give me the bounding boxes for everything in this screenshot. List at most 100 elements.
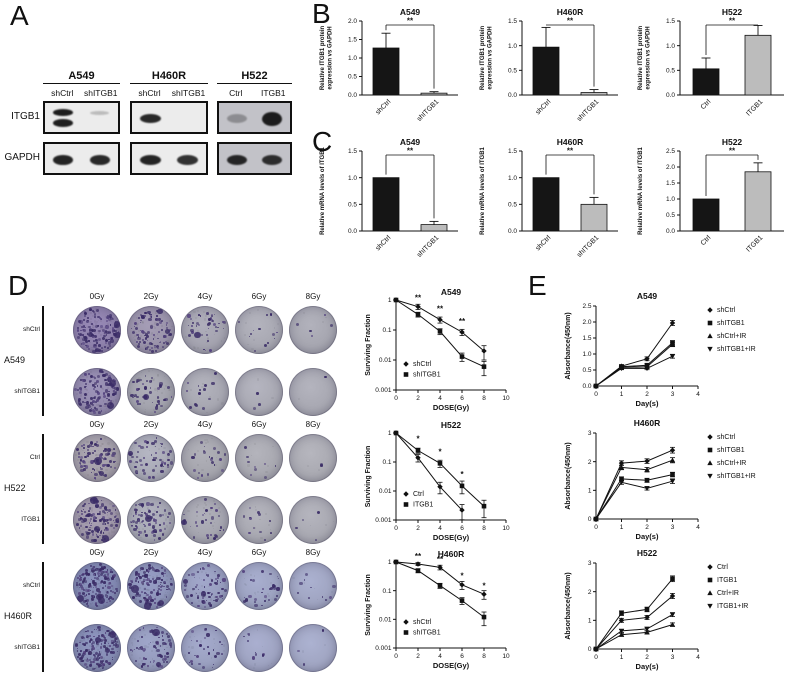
colony-dot — [213, 334, 215, 336]
colony-dot — [94, 566, 98, 569]
colony-dot — [77, 514, 80, 518]
colony-dot — [135, 577, 138, 580]
colony-dot — [147, 643, 150, 645]
colony-dot — [163, 334, 167, 339]
colony-dot — [267, 664, 269, 667]
colony-dot — [166, 515, 169, 518]
colony-dot — [135, 521, 139, 525]
colony-dot — [190, 601, 194, 605]
colony-dot — [144, 348, 146, 350]
colony-dot — [96, 380, 100, 383]
colony-dot — [93, 538, 97, 542]
x-tick-label: 4 — [438, 653, 442, 660]
colony-dot — [90, 594, 94, 597]
colony-dot — [104, 656, 106, 658]
colony-dot — [264, 512, 267, 515]
chart-title: A549 — [400, 7, 421, 17]
colony-dot — [89, 658, 92, 661]
colony-dot — [110, 579, 112, 581]
colony-dot — [139, 522, 142, 525]
colony-dot — [95, 657, 99, 661]
colony-dot — [100, 467, 103, 470]
colony-dot — [94, 343, 97, 347]
colony-dot — [165, 525, 168, 528]
colony-dot — [106, 387, 109, 390]
y-tick-label: 3 — [588, 560, 592, 567]
y-tick-label: 0.001 — [375, 645, 392, 652]
colony-dot — [87, 391, 89, 393]
colony-dot — [92, 516, 97, 520]
colony-dot — [100, 572, 103, 574]
colony-dot — [106, 464, 109, 467]
colony-dish — [289, 434, 337, 482]
colony-dot — [95, 529, 97, 532]
colony-dot — [324, 375, 327, 379]
colony-dot — [142, 574, 145, 576]
colony-dot — [159, 645, 162, 647]
colony-dot — [102, 328, 106, 332]
colony-dot — [165, 632, 169, 636]
series-line — [595, 624, 673, 650]
colony-dot — [189, 660, 193, 664]
colony-dot — [100, 411, 103, 413]
colony-dot — [110, 521, 113, 523]
colony-dot — [154, 650, 157, 653]
x-tick-label: 4 — [438, 395, 442, 402]
colony-dot — [106, 407, 108, 409]
colony-dot — [188, 405, 192, 409]
colony-dot — [164, 599, 166, 602]
colony-dot — [112, 399, 114, 402]
colony-dot — [78, 400, 80, 403]
colony-dot — [165, 330, 169, 333]
colony-dot — [127, 450, 133, 456]
colony-dot — [97, 536, 99, 538]
colony-dot — [78, 457, 81, 460]
colony-dot — [200, 440, 204, 444]
dose-label: 0Gy — [89, 292, 105, 301]
blot-box — [43, 101, 120, 134]
colony-dot — [161, 579, 163, 581]
colony-dot — [107, 645, 110, 648]
colony-dot — [310, 586, 313, 589]
colony-dot — [103, 666, 107, 669]
colony-dot — [150, 596, 153, 600]
colony-dot — [170, 583, 173, 586]
colony-dot — [210, 534, 213, 537]
colony-dot — [246, 639, 250, 643]
colony-dot — [85, 339, 89, 343]
y-tick-label: 0.0 — [666, 228, 675, 235]
colony-dot — [165, 341, 168, 344]
colony-dot — [138, 635, 141, 638]
colony-dot — [152, 333, 155, 336]
colony-dot — [82, 596, 86, 599]
colony-dot — [90, 509, 94, 512]
colony-dot — [254, 468, 258, 472]
colony-dot — [148, 630, 152, 634]
colony-dot — [243, 635, 245, 638]
colony-dot — [147, 476, 151, 480]
colony-dot — [141, 321, 144, 324]
colony-dot — [95, 454, 97, 456]
colony-dot — [134, 338, 137, 341]
dose-label: 2Gy — [143, 292, 159, 301]
colony-dot — [205, 599, 207, 601]
colony-dot — [142, 393, 149, 400]
colony-dot — [292, 576, 295, 580]
colony-dot — [163, 568, 167, 572]
colony-dot — [82, 326, 85, 329]
lane-labels: shCtrl shITGB1 — [43, 88, 120, 98]
colony-dot — [216, 653, 219, 656]
colony-dot — [112, 643, 115, 646]
colony-dot — [167, 458, 170, 462]
colony-dot — [103, 529, 106, 531]
colony-dot — [198, 472, 201, 475]
colony-dot — [157, 505, 160, 508]
colony-dot — [159, 524, 162, 527]
colony-dot — [104, 647, 107, 650]
colony-dot — [256, 392, 259, 395]
colony-dot — [154, 596, 156, 598]
colony-dot — [142, 570, 146, 574]
colony-dot — [324, 598, 328, 602]
colony-dot — [191, 646, 194, 649]
